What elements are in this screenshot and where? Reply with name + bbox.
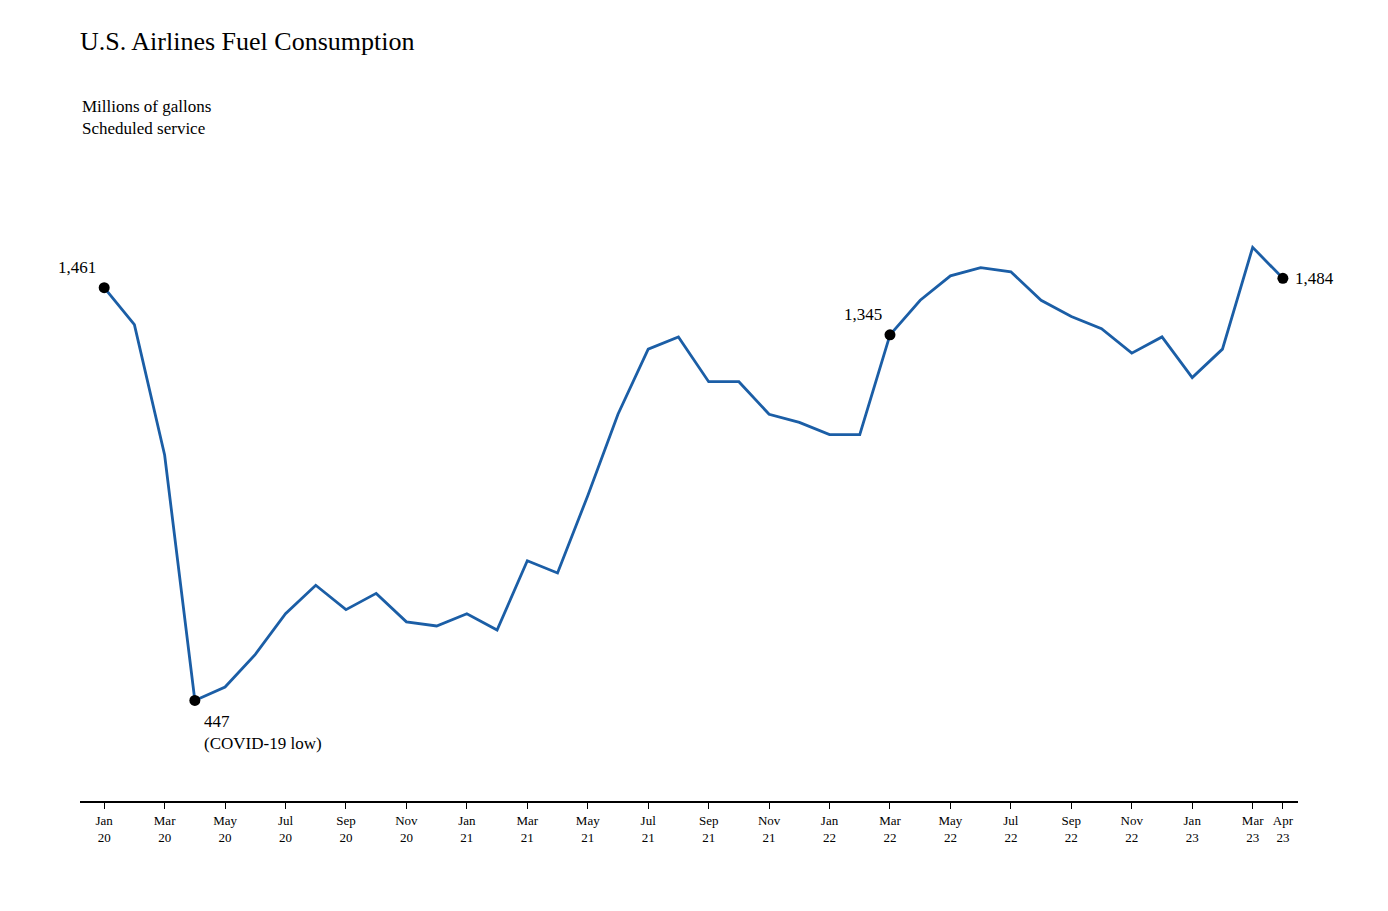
svg-text:Jan20: Jan20 bbox=[96, 813, 114, 845]
svg-text:Millions of gallonsScheduled s: Millions of gallonsScheduled service bbox=[82, 97, 211, 138]
svg-text:Apr23: Apr23 bbox=[1273, 813, 1294, 845]
svg-text:May22: May22 bbox=[939, 813, 963, 845]
svg-text:Mar21: Mar21 bbox=[516, 813, 538, 845]
svg-text:May21: May21 bbox=[576, 813, 600, 845]
svg-text:Jan21: Jan21 bbox=[458, 813, 476, 845]
svg-text:Nov21: Nov21 bbox=[758, 813, 781, 845]
svg-text:1,345: 1,345 bbox=[844, 305, 882, 324]
svg-text:Jul22: Jul22 bbox=[1003, 813, 1019, 845]
svg-text:U.S. Airlines Fuel Consumption: U.S. Airlines Fuel Consumption bbox=[80, 27, 414, 56]
svg-text:Mar23: Mar23 bbox=[1242, 813, 1264, 845]
svg-text:Nov20: Nov20 bbox=[395, 813, 418, 845]
svg-text:Sep21: Sep21 bbox=[699, 813, 719, 845]
svg-text:1,484: 1,484 bbox=[1295, 269, 1334, 288]
svg-text:447(COVID-19 low): 447(COVID-19 low) bbox=[204, 712, 322, 753]
svg-text:Jan23: Jan23 bbox=[1184, 813, 1202, 845]
svg-text:Sep22: Sep22 bbox=[1062, 813, 1082, 845]
svg-text:Sep20: Sep20 bbox=[336, 813, 356, 845]
svg-text:Jan22: Jan22 bbox=[821, 813, 839, 845]
svg-text:Jul20: Jul20 bbox=[278, 813, 294, 845]
svg-text:Jul21: Jul21 bbox=[641, 813, 657, 845]
svg-text:Mar20: Mar20 bbox=[154, 813, 176, 845]
svg-text:Mar22: Mar22 bbox=[879, 813, 901, 845]
svg-text:Nov22: Nov22 bbox=[1121, 813, 1144, 845]
svg-text:1,461: 1,461 bbox=[58, 258, 96, 277]
svg-text:May20: May20 bbox=[213, 813, 237, 845]
